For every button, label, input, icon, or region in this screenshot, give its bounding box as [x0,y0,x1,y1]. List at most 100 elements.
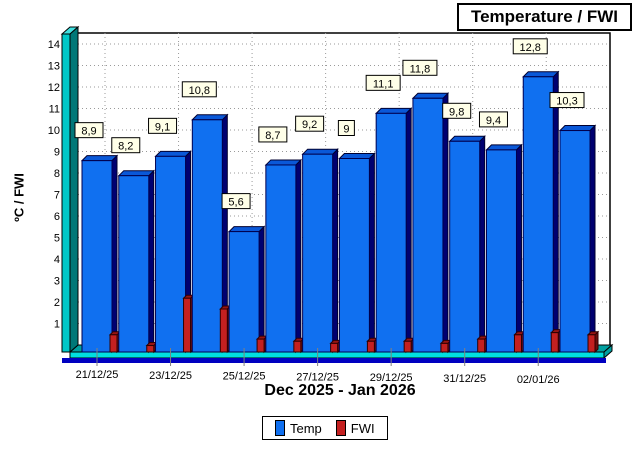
temp-bar-top [227,226,266,233]
wall-side [69,25,79,354]
temp-bar-top [448,135,486,142]
temp-bar [228,231,260,353]
temp-bar-side [295,158,302,354]
y-tick-label: 12 [48,82,60,94]
temp-bar [118,175,150,353]
fwi-bar [183,297,192,353]
plot-frame [70,32,611,345]
temp-bar-side [111,154,118,354]
temp-bar [522,76,554,353]
y-tick-label: 14 [48,39,60,51]
temp-bar-side [405,107,412,354]
temp-bar [191,119,223,353]
frame-bottom-bar [62,358,606,363]
fwi-bar [109,334,118,353]
temp-bar-side [515,143,522,354]
value-label: 10,3 [556,96,577,108]
temp-bar [302,153,334,353]
value-label-box [74,122,104,139]
temp-bar-top [301,148,339,155]
x-tick-label: 29/12/25 [370,372,413,384]
fwi-bar [477,338,486,353]
temp-bar-side [442,92,449,354]
legend: Temp FWI [262,416,388,440]
fwi-bar [513,334,522,353]
value-label-box [365,74,401,91]
x-axis-title: Dec 2025 - Jan 2026 [264,382,416,399]
y-tick-label: 10 [48,125,60,137]
value-label: 9 [343,124,349,136]
y-tick-label: 4 [54,254,60,266]
temp-bar-top [411,92,450,99]
fwi-bar [403,340,412,353]
temp-bar [559,130,591,353]
value-label-box [512,38,548,55]
temp-bar-top [117,170,155,177]
value-label-box [549,92,585,109]
value-label: 5,6 [228,197,243,209]
y-tick-label: 8 [54,168,60,180]
value-label: 9,2 [302,119,317,131]
value-label: 8,7 [265,130,280,142]
y-tick-label: 11 [49,104,60,116]
temp-bar-top [374,107,413,114]
y-axis-title: ºC / FWI [11,173,27,222]
temp-bar [412,97,444,353]
chart-title-box: Temperature / FWI [456,3,632,31]
temp-bar [155,155,187,353]
fwi-bar [440,342,449,353]
value-label: 12,8 [520,42,541,54]
value-label-box [148,117,178,134]
chart-title: Temperature / FWI [470,7,618,26]
legend-label-fwi: FWI [350,420,375,436]
y-tick-label: 2 [54,297,60,309]
floor-side [603,343,613,360]
x-tick-label: 25/12/25 [223,371,266,383]
legend-label-temp: Temp [290,420,322,436]
temp-bar [338,158,370,353]
y-tick-label: 3 [54,276,60,288]
temp-bar [375,112,407,353]
fwi-legend-swatch-icon [335,420,346,436]
temp-bar-top [264,159,303,166]
x-tick-label: 23/12/25 [149,370,192,382]
value-label: 9,8 [449,106,464,118]
value-label-box [402,59,438,76]
x-tick-label: 02/01/26 [517,374,560,386]
value-label-box [478,111,508,128]
temp-bar-side [258,225,265,354]
temp-bar-top [80,155,119,162]
value-label: 9,1 [155,121,170,133]
value-label: 8,2 [118,141,133,153]
temp-bar-top [485,144,523,151]
value-label-box [111,137,141,154]
temp-bar-top [522,71,560,78]
fwi-bar [587,334,596,353]
temp-bar-side [479,135,486,354]
value-label: 8,9 [81,126,96,138]
value-label-box [181,81,217,98]
value-label-box [258,126,288,143]
y-tick-label: 1 [54,319,60,331]
temp-bar [265,164,297,353]
x-tick-label: 27/12/25 [296,371,339,383]
temp-bar-top [154,150,192,157]
fwi-bar [256,338,265,353]
temp-bar-top [558,125,597,132]
temp-bar [485,149,517,353]
temp-bar-top [191,114,229,121]
temp-bar-side [368,152,375,354]
fwi-bar [550,332,559,353]
floor-front [69,351,605,359]
temp-bar-side [552,70,559,354]
wall-front [61,33,71,353]
y-tick-label: 5 [54,233,60,245]
x-tick-label: 31/12/25 [443,373,486,385]
y-tick-label: 13 [48,61,60,73]
temp-bar-side [332,147,339,354]
temp-legend-swatch-icon [275,420,285,436]
y-tick-label: 9 [54,147,60,159]
value-label-box [337,120,355,136]
y-tick-label: 6 [54,211,60,223]
